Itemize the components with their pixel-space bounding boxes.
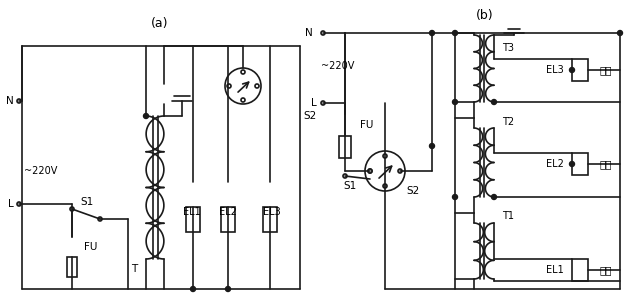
Circle shape <box>383 184 387 188</box>
Circle shape <box>225 287 230 291</box>
Text: FU: FU <box>360 120 373 130</box>
Text: T3: T3 <box>502 43 514 53</box>
Text: (b): (b) <box>476 8 494 21</box>
Circle shape <box>452 194 458 200</box>
Circle shape <box>17 202 21 206</box>
Text: S2: S2 <box>406 186 420 196</box>
Text: EL1: EL1 <box>547 265 564 275</box>
Bar <box>572 259 588 281</box>
Circle shape <box>368 169 372 173</box>
Circle shape <box>227 84 231 88</box>
Bar <box>67 257 77 277</box>
Text: EL3: EL3 <box>263 207 281 217</box>
Text: ~220V: ~220V <box>321 61 355 71</box>
Circle shape <box>255 84 259 88</box>
Circle shape <box>429 144 435 148</box>
Circle shape <box>321 31 325 35</box>
Text: L: L <box>8 199 14 209</box>
Text: 灯管: 灯管 <box>600 265 612 275</box>
Text: EL2: EL2 <box>219 207 237 217</box>
Text: EL3: EL3 <box>547 65 564 75</box>
Circle shape <box>398 169 402 173</box>
Bar <box>572 59 588 81</box>
Circle shape <box>492 194 497 200</box>
Circle shape <box>452 30 458 36</box>
Text: ~220V: ~220V <box>24 166 58 176</box>
Circle shape <box>17 99 21 103</box>
Circle shape <box>383 154 387 158</box>
Circle shape <box>429 30 435 36</box>
Circle shape <box>452 100 458 104</box>
Circle shape <box>343 174 347 178</box>
Text: S1: S1 <box>344 181 356 191</box>
Circle shape <box>368 169 372 173</box>
Text: S1: S1 <box>81 197 93 207</box>
Text: T1: T1 <box>502 211 514 221</box>
Circle shape <box>98 217 102 221</box>
Text: T: T <box>131 264 137 274</box>
Circle shape <box>321 101 325 105</box>
Bar <box>221 207 235 232</box>
Text: N: N <box>305 28 313 38</box>
Circle shape <box>191 287 195 291</box>
Circle shape <box>618 30 623 36</box>
Circle shape <box>570 67 575 73</box>
Circle shape <box>241 70 245 74</box>
Circle shape <box>70 207 74 211</box>
Text: T2: T2 <box>502 117 514 127</box>
Text: (a): (a) <box>151 17 169 29</box>
Text: EL2: EL2 <box>546 159 564 169</box>
Circle shape <box>570 162 575 166</box>
Bar <box>339 136 351 158</box>
Circle shape <box>241 98 245 102</box>
Text: EL1: EL1 <box>183 207 201 217</box>
Text: L: L <box>311 98 317 108</box>
Circle shape <box>143 113 148 119</box>
Text: 灯管: 灯管 <box>600 159 612 169</box>
Bar <box>572 153 588 175</box>
Circle shape <box>492 100 497 104</box>
Text: 灯管: 灯管 <box>600 65 612 75</box>
Text: S2: S2 <box>304 111 317 121</box>
Bar <box>263 207 277 232</box>
Text: FU: FU <box>84 242 97 252</box>
Bar <box>186 207 200 232</box>
Text: N: N <box>6 96 14 106</box>
